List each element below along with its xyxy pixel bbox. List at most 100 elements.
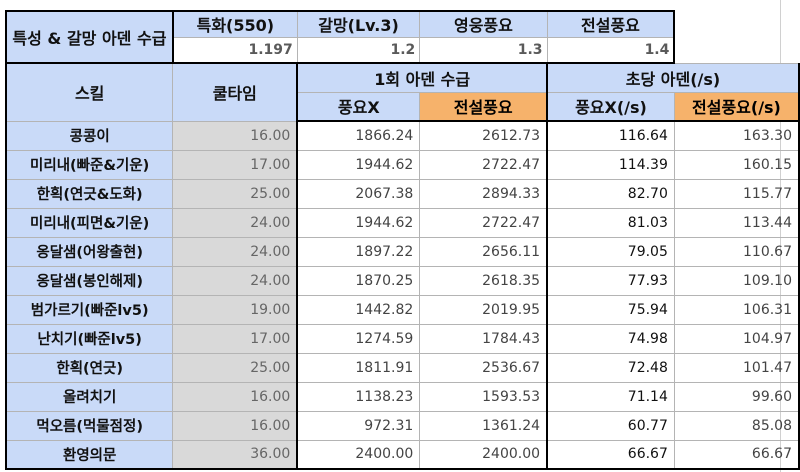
once-none-cell[interactable]: 1138.23 (296, 381, 421, 412)
ps-legend-cell[interactable]: 106.31 (673, 294, 800, 325)
cooldown-header[interactable]: 쿨타임 (172, 62, 298, 122)
once-legend-cell[interactable]: 1593.53 (419, 381, 548, 412)
skill-cell[interactable]: 먹오름(먹물점정) (5, 410, 174, 441)
table-row: 환영의문 36.00 2400.00 2400.00 66.67 66.67 (5, 439, 800, 470)
spreadsheet-table: 특성 & 갈망 아덴 수급 특화(550) 갈망(Lv.3) 영웅풍요 전설풍요… (5, 10, 800, 470)
ps-none-cell[interactable]: 114.39 (546, 149, 675, 180)
bonus-value-craving[interactable]: 1.2 (296, 36, 421, 64)
ps-none-cell[interactable]: 82.70 (546, 178, 675, 209)
skill-cell[interactable]: 범가르기(빠준lv5) (5, 294, 174, 325)
once-legend-cell[interactable]: 1361.24 (419, 410, 548, 441)
per-second-header[interactable]: 초당 아덴(/s) (546, 62, 800, 93)
skill-cell[interactable]: 난치기(빠준lv5) (5, 323, 174, 354)
ps-none-cell[interactable]: 60.77 (546, 410, 675, 441)
once-legend-cell[interactable]: 1784.43 (419, 323, 548, 354)
once-none-cell[interactable]: 1897.22 (296, 236, 421, 267)
once-legend-cell[interactable]: 2656.11 (419, 236, 548, 267)
once-legend-cell[interactable]: 2536.67 (419, 352, 548, 383)
skill-cell[interactable]: 옹달샘(어왕출현) (5, 236, 174, 267)
cooldown-cell[interactable]: 25.00 (172, 352, 298, 383)
once-gain-header[interactable]: 1회 아덴 수급 (296, 62, 548, 93)
ps-none-cell[interactable]: 75.94 (546, 294, 675, 325)
skill-cell[interactable]: 한획(연긋) (5, 352, 174, 383)
bonus-header-legend-abundance[interactable]: 전설풍요 (546, 10, 676, 38)
once-legend-cell[interactable]: 2722.47 (419, 207, 548, 238)
table-row: 콩콩이 16.00 1866.24 2612.73 116.64 163.30 (5, 120, 800, 151)
table-row: 옹달샘(봉인해제) 24.00 1870.25 2618.35 77.93 109.10 (5, 265, 800, 296)
cooldown-cell[interactable]: 19.00 (172, 294, 298, 325)
skill-cell[interactable]: 옹달샘(봉인해제) (5, 265, 174, 296)
once-legend-cell[interactable]: 2400.00 (419, 439, 548, 470)
ps-legend-cell[interactable]: 104.97 (673, 323, 800, 354)
sub-header-ps-none[interactable]: 풍요X(/s) (546, 91, 675, 122)
bonus-value-legend-abundance[interactable]: 1.4 (546, 36, 676, 64)
cooldown-cell[interactable]: 17.00 (172, 149, 298, 180)
once-none-cell[interactable]: 2400.00 (296, 439, 421, 470)
table-row: 난치기(빠준lv5) 17.00 1274.59 1784.43 74.98 104.97 (5, 323, 800, 354)
table-row: 먹오름(먹물점정) 16.00 972.31 1361.24 60.77 85.08 (5, 410, 800, 441)
ps-legend-cell[interactable]: 109.10 (673, 265, 800, 296)
once-none-cell[interactable]: 1944.62 (296, 149, 421, 180)
once-legend-cell[interactable]: 2722.47 (419, 149, 548, 180)
cooldown-cell[interactable]: 16.00 (172, 381, 298, 412)
sub-header-ps-legend[interactable]: 전설풍요(/s) (673, 91, 800, 122)
table-title[interactable]: 특성 & 갈망 아덴 수급 (5, 10, 174, 64)
ps-none-cell[interactable]: 81.03 (546, 207, 675, 238)
ps-legend-cell[interactable]: 66.67 (673, 439, 800, 470)
ps-legend-cell[interactable]: 99.60 (673, 381, 800, 412)
bonus-value-specialty[interactable]: 1.197 (171, 36, 298, 64)
skill-cell[interactable]: 환영의문 (5, 439, 174, 470)
ps-none-cell[interactable]: 72.48 (546, 352, 675, 383)
once-none-cell[interactable]: 1870.25 (296, 265, 421, 296)
ps-none-cell[interactable]: 71.14 (546, 381, 675, 412)
skill-cell[interactable]: 미리내(피면&기운) (5, 207, 174, 238)
skill-cell[interactable]: 콩콩이 (5, 120, 174, 151)
table-row: 올려치기 16.00 1138.23 1593.53 71.14 99.60 (5, 381, 800, 412)
once-none-cell[interactable]: 1274.59 (296, 323, 421, 354)
skill-cell[interactable]: 올려치기 (5, 381, 174, 412)
once-none-cell[interactable]: 1811.91 (296, 352, 421, 383)
skill-cell[interactable]: 한획(연긋&도화) (5, 178, 174, 209)
table-row: 미리내(피면&기운) 24.00 1944.62 2722.47 81.03 113.44 (5, 207, 800, 238)
ps-none-cell[interactable]: 77.93 (546, 265, 675, 296)
sub-header-once-none[interactable]: 풍요X (296, 91, 421, 122)
table-row: 미리내(빠준&기운) 17.00 1944.62 2722.47 114.39 160.1… (5, 149, 800, 180)
once-none-cell[interactable]: 2067.38 (296, 178, 421, 209)
cooldown-cell[interactable]: 36.00 (172, 439, 298, 470)
bonus-header-craving[interactable]: 갈망(Lv.3) (296, 10, 421, 38)
cooldown-cell[interactable]: 24.00 (172, 265, 298, 296)
ps-none-cell[interactable]: 66.67 (546, 439, 675, 470)
skill-cell[interactable]: 미리내(빠준&기운) (5, 149, 174, 180)
ps-legend-cell[interactable]: 115.77 (673, 178, 800, 209)
ps-none-cell[interactable]: 74.98 (546, 323, 675, 354)
bonus-header-specialty[interactable]: 특화(550) (171, 10, 298, 38)
table-row: 한획(연긋&도화) 25.00 2067.38 2894.33 82.70 115.77 (5, 178, 800, 209)
skill-header[interactable]: 스킬 (5, 62, 174, 122)
ps-legend-cell[interactable]: 160.15 (673, 149, 800, 180)
once-none-cell[interactable]: 1866.24 (296, 120, 421, 151)
cooldown-cell[interactable]: 24.00 (172, 207, 298, 238)
sub-header-once-legend[interactable]: 전설풍요 (419, 91, 548, 122)
table-row: 범가르기(빠준lv5) 19.00 1442.82 2019.95 75.94 106.3… (5, 294, 800, 325)
cooldown-cell[interactable]: 17.00 (172, 323, 298, 354)
ps-none-cell[interactable]: 116.64 (546, 120, 675, 151)
ps-legend-cell[interactable]: 101.47 (673, 352, 800, 383)
once-none-cell[interactable]: 1944.62 (296, 207, 421, 238)
once-none-cell[interactable]: 972.31 (296, 410, 421, 441)
bonus-header-hero-abundance[interactable]: 영웅풍요 (419, 10, 548, 38)
ps-legend-cell[interactable]: 85.08 (673, 410, 800, 441)
once-none-cell[interactable]: 1442.82 (296, 294, 421, 325)
once-legend-cell[interactable]: 2019.95 (419, 294, 548, 325)
cooldown-cell[interactable]: 24.00 (172, 236, 298, 267)
once-legend-cell[interactable]: 2612.73 (419, 120, 548, 151)
once-legend-cell[interactable]: 2894.33 (419, 178, 548, 209)
ps-none-cell[interactable]: 79.05 (546, 236, 675, 267)
ps-legend-cell[interactable]: 113.44 (673, 207, 800, 238)
bonus-value-hero-abundance[interactable]: 1.3 (419, 36, 548, 64)
cooldown-cell[interactable]: 25.00 (172, 178, 298, 209)
cooldown-cell[interactable]: 16.00 (172, 120, 298, 151)
ps-legend-cell[interactable]: 163.30 (673, 120, 800, 151)
ps-legend-cell[interactable]: 110.67 (673, 236, 800, 267)
once-legend-cell[interactable]: 2618.35 (419, 265, 548, 296)
cooldown-cell[interactable]: 16.00 (172, 410, 298, 441)
